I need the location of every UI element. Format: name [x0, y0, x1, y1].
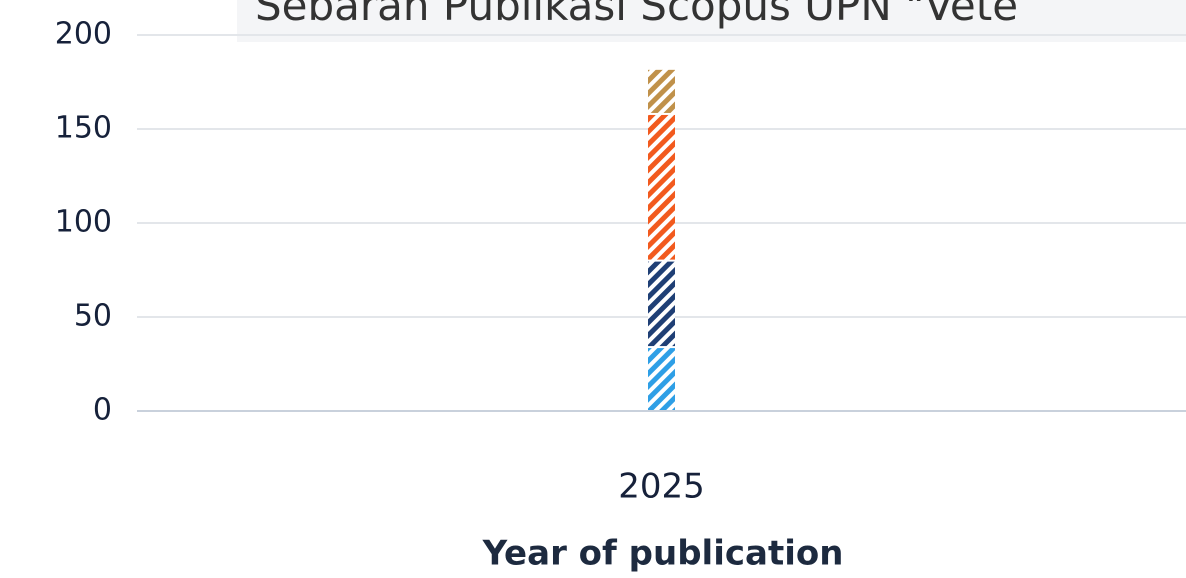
y-tick-label: 50: [74, 299, 112, 334]
chart-title: Sebaran Publikasi Scopus UPN "Vete: [255, 0, 1018, 30]
bar-segment: [648, 348, 675, 410]
bar-segment: [648, 114, 675, 260]
bar-segment: [648, 261, 675, 347]
y-tick-label: 200: [55, 17, 112, 52]
x-tick-label: 2025: [618, 467, 705, 507]
x-axis-title: Year of publication: [482, 534, 844, 574]
y-tick-label: 0: [93, 393, 112, 428]
y-tick-label: 100: [55, 205, 112, 240]
bar-segment: [648, 69, 675, 113]
y-tick-label: 150: [55, 111, 112, 146]
